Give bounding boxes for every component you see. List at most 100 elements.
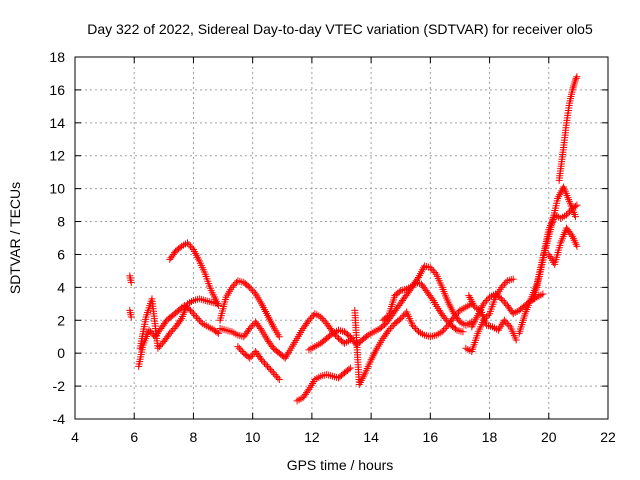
data-point	[247, 285, 255, 293]
data-point	[231, 280, 239, 288]
y-tick-label: 16	[49, 82, 65, 98]
data-point	[247, 323, 255, 331]
data-point	[237, 346, 245, 354]
data-point	[500, 316, 508, 324]
data-point	[441, 315, 449, 323]
data-point	[261, 359, 269, 367]
data-point	[345, 365, 353, 373]
data-point	[166, 329, 174, 337]
data-point	[215, 329, 223, 337]
data-point	[389, 321, 397, 329]
data-point	[195, 316, 203, 324]
data-point	[503, 320, 511, 328]
data-point	[395, 316, 403, 324]
data-point	[571, 213, 579, 221]
data-point	[244, 282, 252, 290]
y-tick-label: -4	[53, 411, 66, 427]
data-point	[188, 244, 196, 252]
data-point	[308, 313, 316, 321]
data-point	[275, 376, 283, 384]
x-tick-label: 16	[423, 429, 439, 445]
data-point	[388, 323, 396, 331]
data-point	[409, 321, 417, 329]
plot-frame	[74, 56, 609, 420]
data-point	[500, 298, 508, 306]
data-point	[176, 316, 184, 324]
data-points	[126, 73, 581, 405]
data-point	[318, 315, 326, 323]
data-point	[497, 295, 505, 303]
data-point	[250, 288, 258, 296]
y-tick-label: 4	[57, 279, 65, 295]
data-point	[271, 371, 279, 379]
data-point	[186, 242, 194, 250]
data-point	[127, 278, 135, 286]
x-axis-label: GPS time / hours	[287, 457, 394, 473]
data-point	[459, 328, 467, 336]
data-point	[215, 301, 223, 309]
data-point	[235, 344, 243, 352]
data-point	[571, 76, 579, 84]
data-point	[191, 311, 199, 319]
data-point	[189, 310, 197, 318]
data-point	[480, 300, 488, 308]
data-point	[508, 308, 516, 316]
axes: 4 6 8 10 12 14 16 18 20 22 -4 -2 0 2 4 6 8 10 12 14 16 18	[49, 49, 616, 445]
y-tick-label: 18	[49, 49, 65, 65]
data-point	[249, 287, 257, 295]
data-point	[263, 362, 271, 370]
x-tick-label: 6	[130, 429, 138, 445]
data-point	[188, 308, 196, 316]
data-point	[481, 298, 489, 306]
data-point	[234, 343, 242, 351]
data-point	[563, 211, 571, 219]
data-point	[452, 325, 460, 333]
data-point	[157, 341, 165, 349]
data-point	[272, 372, 280, 380]
data-point	[127, 313, 135, 321]
data-point	[428, 265, 436, 273]
grid-lines	[75, 57, 608, 419]
data-point	[572, 74, 580, 82]
data-point	[256, 325, 264, 332]
data-point	[499, 297, 507, 305]
y-axis-label: SDTVAR / TECUs	[7, 182, 23, 294]
data-point	[147, 328, 155, 336]
data-point	[274, 374, 282, 382]
data-point	[309, 311, 317, 319]
data-point	[567, 231, 575, 239]
data-point	[395, 288, 403, 296]
data-point	[275, 333, 283, 341]
x-tick-label: 18	[482, 429, 498, 445]
data-point	[246, 283, 254, 291]
data-point	[305, 316, 313, 324]
data-point	[192, 313, 200, 321]
data-point	[499, 282, 507, 290]
data-point	[429, 267, 437, 275]
x-tick-label: 14	[363, 429, 379, 445]
data-point	[185, 241, 193, 249]
y-tick-label: 14	[49, 115, 65, 131]
y-tick-label: -2	[53, 378, 66, 394]
y-tick-label: 6	[57, 246, 65, 262]
data-point	[573, 242, 581, 250]
data-point	[497, 283, 505, 291]
data-point	[509, 275, 517, 283]
data-point	[505, 321, 513, 329]
data-point	[317, 313, 325, 321]
y-tick-label: 2	[57, 312, 65, 328]
x-tick-label: 8	[190, 429, 198, 445]
data-point	[258, 356, 266, 364]
x-tick-label: 12	[304, 429, 320, 445]
data-point	[438, 328, 446, 336]
y-tick-label: 12	[49, 148, 65, 164]
data-point	[259, 357, 267, 365]
data-point	[441, 325, 449, 332]
data-point	[229, 282, 237, 290]
data-point	[268, 367, 276, 375]
x-tick-label: 4	[71, 429, 79, 445]
x-tick-label: 10	[245, 429, 261, 445]
data-point	[247, 352, 255, 360]
data-point	[483, 297, 491, 305]
